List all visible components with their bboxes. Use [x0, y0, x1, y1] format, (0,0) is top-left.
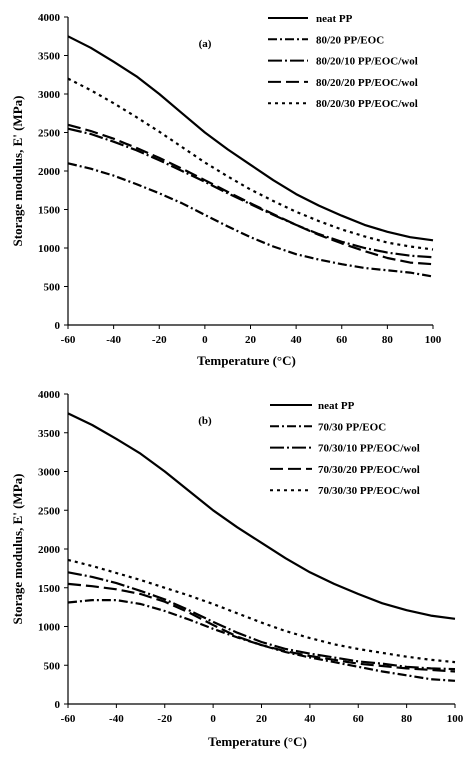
x-tick-label: 60	[353, 713, 365, 725]
x-tick-label: 0	[202, 334, 208, 346]
x-axis-label: Temperature (°C)	[208, 734, 307, 749]
y-tick-label: 500	[44, 282, 61, 294]
series-line-3	[67, 127, 434, 259]
x-tick-label: 80	[382, 334, 394, 346]
legend-label-1: neat PP	[318, 400, 355, 412]
x-tick-label: 0	[210, 713, 216, 725]
legend-label-4: 70/30/20 PP/EOC/wol	[318, 464, 420, 476]
x-axis-label: Temperature (°C)	[197, 353, 296, 368]
y-tick-label: 3000	[38, 89, 61, 101]
x-tick-label: 20	[245, 334, 257, 346]
y-tick-label: 1000	[38, 243, 61, 255]
legend-label-2: 70/30 PP/EOC	[318, 421, 386, 433]
x-tick-label: 40	[304, 713, 316, 725]
legend-label-3: 80/20/10 PP/EOC/wol	[316, 56, 418, 68]
chart-panel-1: -60 -40 -20 0 20 40 60 80 1000500100015002000250…	[10, 12, 442, 368]
y-tick-label: 0	[55, 699, 61, 711]
x-tick-label: 20	[256, 713, 268, 725]
y-tick-label: 1500	[38, 205, 61, 217]
legend-label-3: 70/30/10 PP/EOC/wol	[318, 443, 420, 455]
x-tick-label: -60	[61, 713, 76, 725]
x-tick-label: 100	[447, 713, 464, 725]
x-tick-label: 80	[401, 713, 413, 725]
y-tick-label: 500	[44, 660, 61, 672]
legend-label-5: 70/30/30 PP/EOC/wol	[318, 485, 420, 497]
chart-panel-2: -60 -40 -20 0 20 40 60 80 1000500100015002000250…	[10, 389, 464, 749]
x-tick-label: -20	[157, 713, 172, 725]
x-tick-label: 60	[336, 334, 348, 346]
y-tick-label: 4000	[38, 12, 61, 24]
y-tick-label: 3500	[38, 428, 61, 440]
y-tick-label: 1500	[38, 583, 61, 595]
y-tick-label: 1000	[38, 622, 61, 634]
y-tick-label: 3000	[38, 467, 61, 479]
legend-label-1: neat PP	[316, 13, 353, 25]
x-tick-label: -20	[152, 334, 167, 346]
x-tick-label: 100	[425, 334, 442, 346]
series-line-4	[67, 582, 456, 673]
series-line-2	[67, 598, 456, 682]
series-line-5	[67, 77, 434, 251]
series-line-1	[67, 35, 434, 242]
legend-label-5: 80/20/30 PP/EOC/wol	[316, 98, 418, 110]
series-line-2	[67, 162, 434, 278]
y-axis-label: Storage modulus, E' (MPa)	[10, 474, 25, 625]
x-tick-label: 40	[291, 334, 303, 346]
series-line-3	[67, 571, 456, 671]
y-tick-label: 2500	[38, 505, 61, 517]
y-tick-label: 3500	[38, 51, 61, 63]
x-tick-label: -60	[61, 334, 76, 346]
y-tick-label: 2000	[38, 166, 61, 178]
x-tick-label: -40	[109, 713, 124, 725]
y-tick-label: 0	[55, 320, 61, 332]
legend-label-2: 80/20 PP/EOC	[316, 34, 384, 46]
panel-label: (a)	[199, 38, 212, 50]
y-axis-label: Storage modulus, E' (MPa)	[10, 96, 25, 247]
panel-label: (b)	[198, 415, 212, 427]
y-tick-label: 2500	[38, 128, 61, 140]
y-tick-label: 4000	[38, 389, 61, 401]
series-line-4	[67, 123, 434, 266]
series-line-1	[67, 412, 456, 620]
x-tick-label: -40	[106, 334, 121, 346]
legend-label-4: 80/20/20 PP/EOC/wol	[316, 77, 418, 89]
y-tick-label: 2000	[38, 544, 61, 556]
series-line-5	[67, 558, 456, 664]
